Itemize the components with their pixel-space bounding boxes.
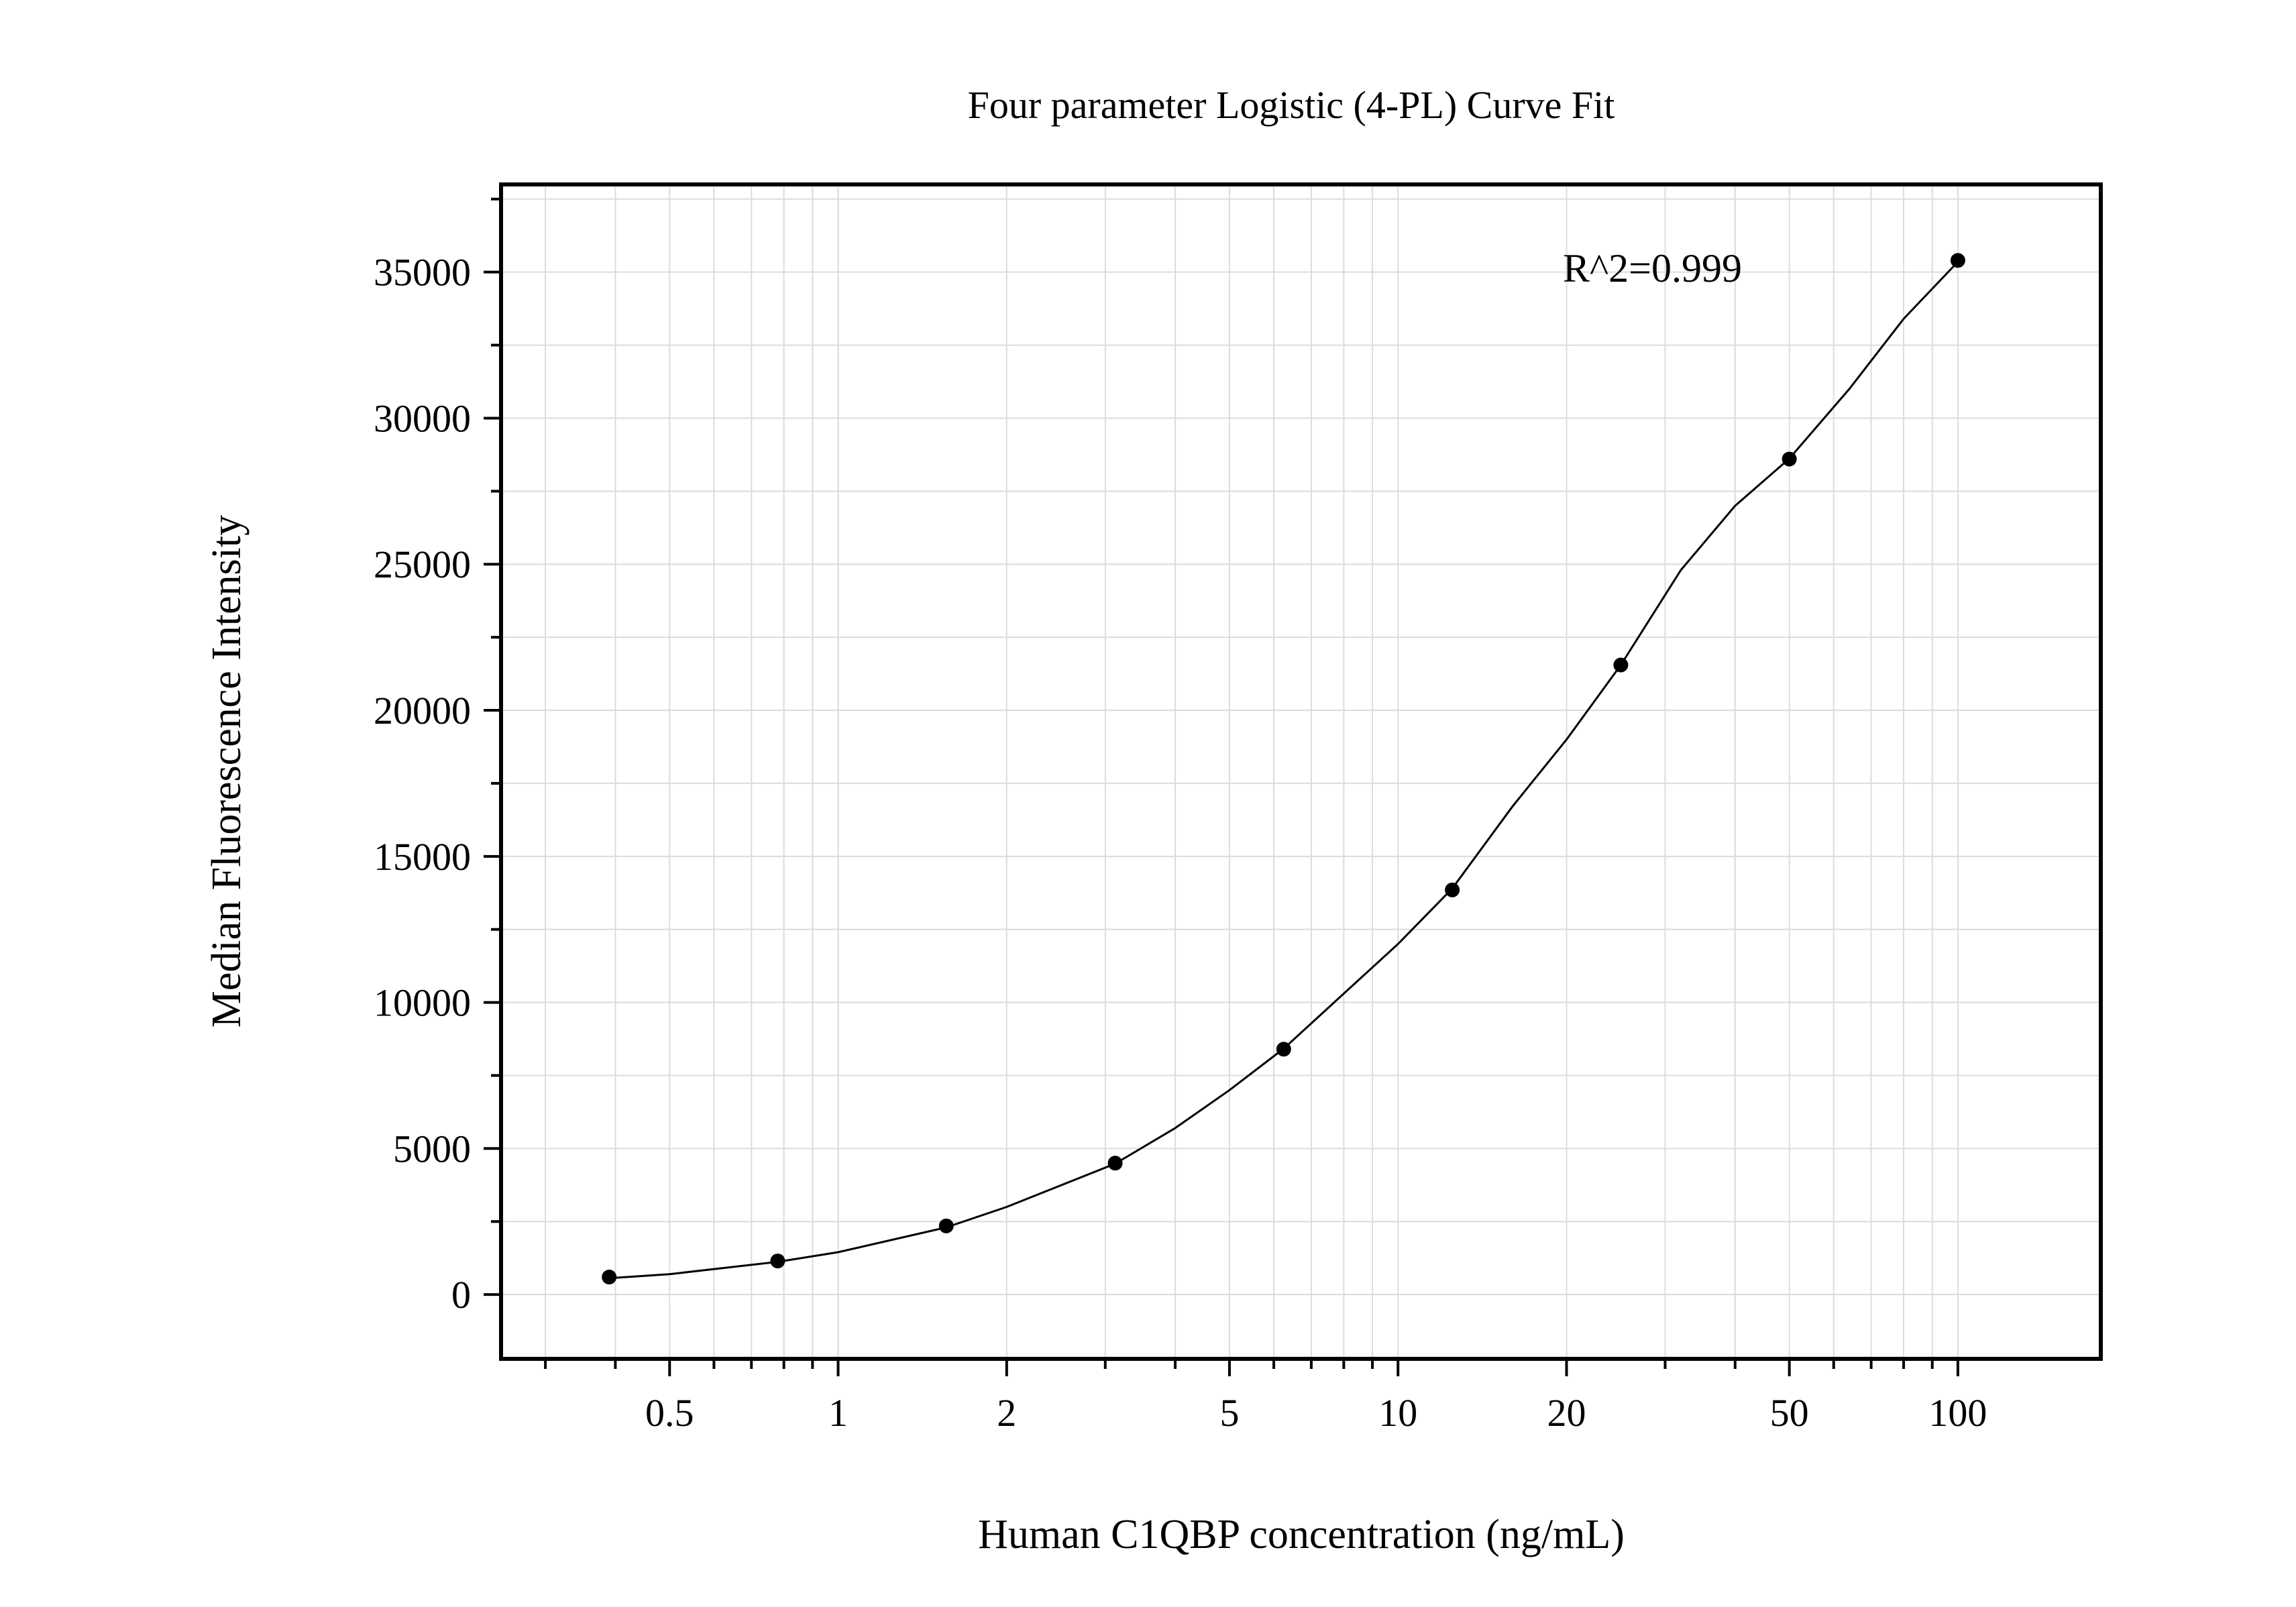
point-layer [602,253,1965,1285]
x-tick-label: 1 [828,1391,848,1435]
axis-layer: 0.5 1 2 5 10 20 50 100 0 5000 10000 15000 20000 25000… [374,197,1987,1435]
chart-title: Four parameter Logistic (4-PL) Curve Fit [968,83,1615,127]
x-tick-label: 10 [1378,1391,1417,1435]
x-tick-label: 2 [997,1391,1016,1435]
data-point [1782,451,1797,467]
data-point [1276,1042,1291,1057]
y-tick-label: 35000 [374,251,471,294]
data-point [1613,657,1629,673]
y-tick-label: 10000 [374,981,471,1025]
plot-frame [499,182,2103,1361]
y-tick-label: 5000 [393,1127,471,1170]
data-point [1950,253,1965,268]
y-tick-label: 25000 [374,543,471,586]
data-point [770,1254,785,1269]
curve-layer [609,261,1959,1280]
data-point [1445,882,1460,897]
x-tick-label: 100 [1928,1391,1987,1435]
y-tick-label: 15000 [374,835,471,879]
grid-layer [501,184,2101,1359]
x-tick-label: 50 [1770,1391,1809,1435]
r-squared-annotation: R^2=0.999 [1563,246,1742,290]
fit-curve [609,261,1959,1280]
x-tick-label: 5 [1219,1391,1239,1435]
y-tick-label: 0 [451,1273,471,1317]
x-tick-label: 0.5 [645,1391,694,1435]
y-tick-label: 20000 [374,689,471,732]
y-axis-label: Median Fluorescence Intensity [204,515,250,1028]
y-tick-label: 30000 [374,396,471,440]
x-tick-label: 20 [1547,1391,1586,1435]
data-point [938,1218,954,1233]
x-axis-label: Human C1QBP concentration (ng/mL) [978,1512,1625,1557]
data-point [602,1270,617,1285]
data-point [1107,1156,1123,1171]
